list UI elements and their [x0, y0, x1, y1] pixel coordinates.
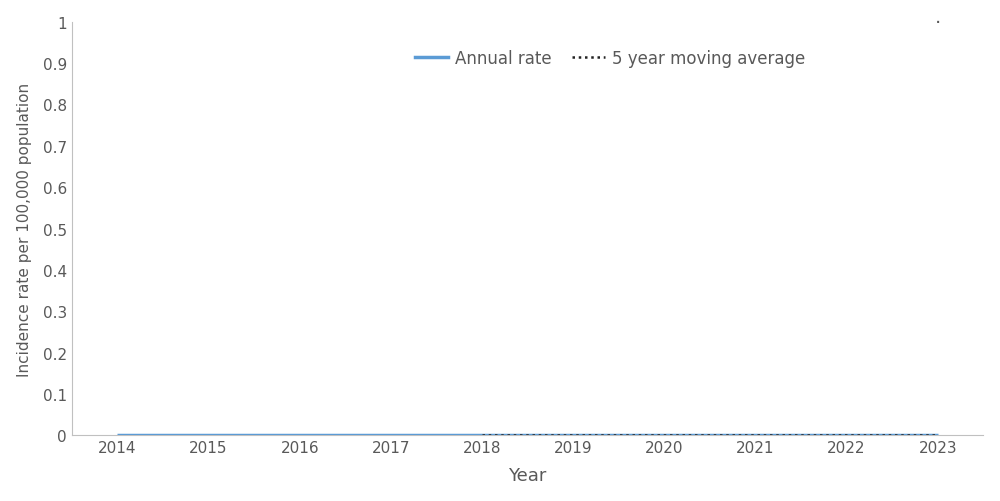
Y-axis label: Incidence rate per 100,000 population: Incidence rate per 100,000 population — [17, 82, 32, 376]
Legend: Annual rate, 5 year moving average: Annual rate, 5 year moving average — [408, 43, 812, 75]
Text: .: . — [935, 8, 941, 27]
X-axis label: Year: Year — [508, 466, 547, 484]
